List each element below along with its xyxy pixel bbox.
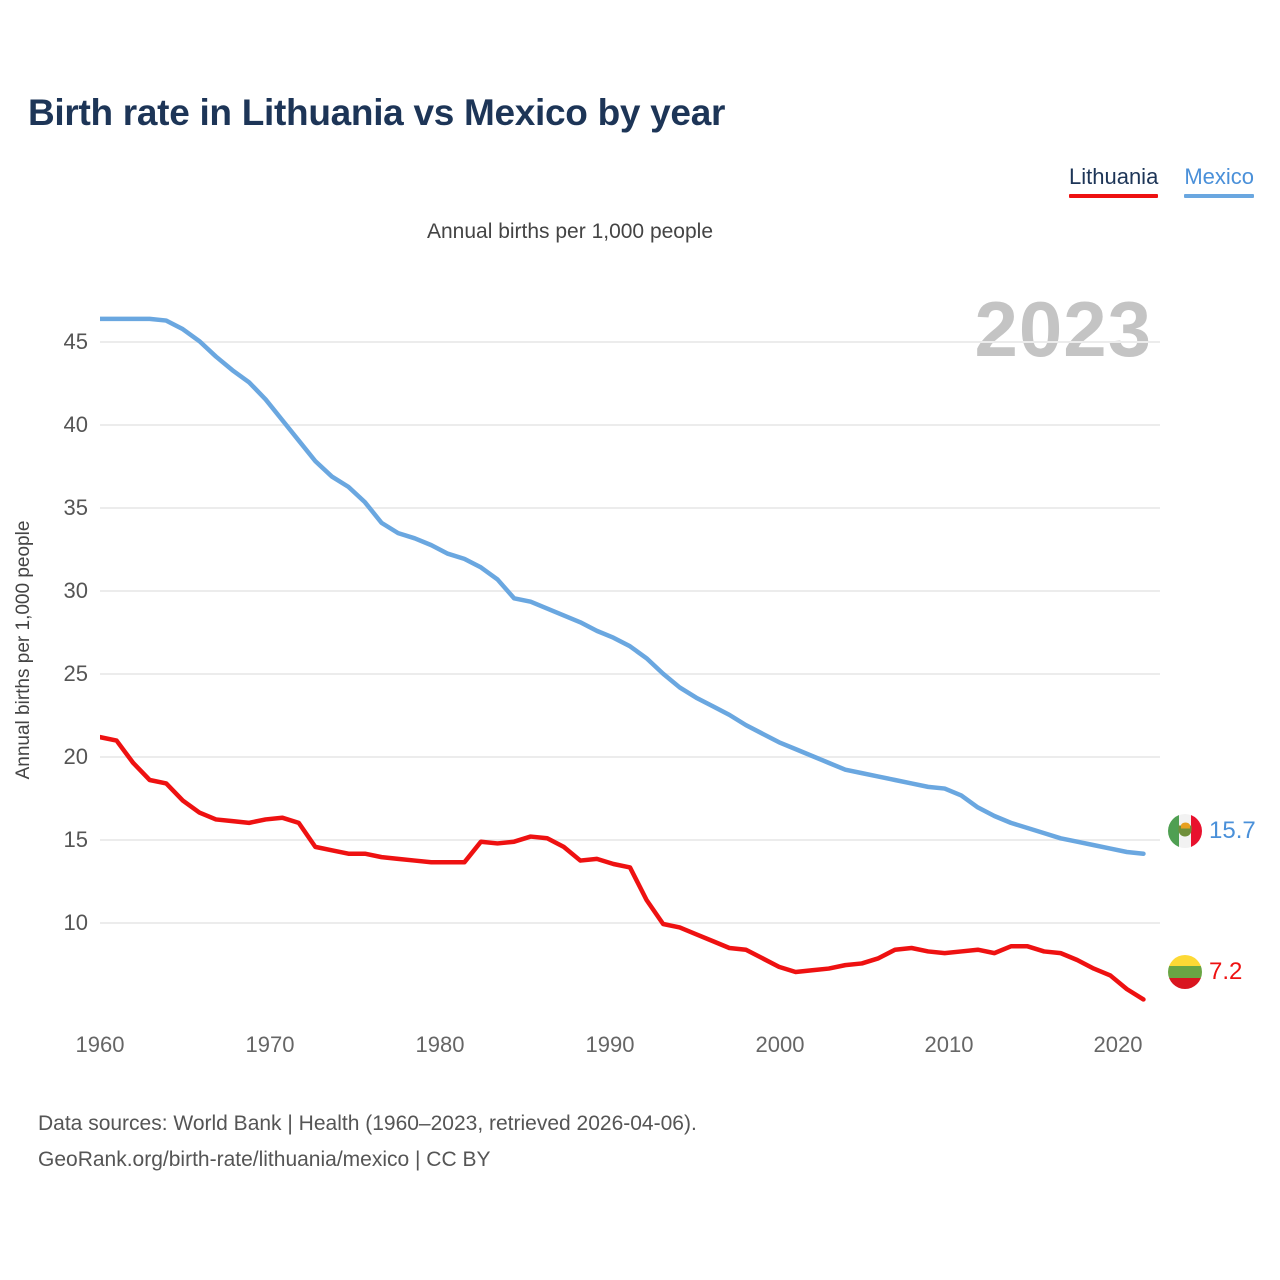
legend-item-mexico-swatch [1184, 194, 1254, 198]
y-tick-label-20: 20 [63, 744, 88, 769]
y-tick-label-35: 35 [63, 495, 88, 520]
x-tick-label-2010: 2010 [924, 1032, 974, 1057]
y-tick-label-10: 10 [63, 910, 88, 935]
end-value-lithuania: 7.2 [1209, 958, 1243, 985]
end-marker-mexico[interactable]: 15.7 [1168, 814, 1256, 848]
legend-item-mexico-label: Mexico [1184, 164, 1254, 189]
flag-lithuania-icon [1168, 955, 1202, 989]
series-line-mexico [100, 316, 1146, 856]
legend: Lithuania Mexico [1069, 164, 1254, 198]
year-watermark: 2023 [974, 285, 1152, 373]
x-tick-label-2020: 2020 [1093, 1032, 1143, 1057]
footer: Data sources: World Bank | Health (1960–… [38, 1106, 697, 1178]
page-title: Birth rate in Lithuania vs Mexico by yea… [28, 92, 726, 133]
y-tick-label-45: 45 [63, 329, 88, 354]
flag-mexico-icon [1168, 814, 1202, 848]
y-axis-title: Annual births per 1,000 people [13, 520, 34, 780]
plot-area [100, 300, 1160, 1020]
x-tick-label-1970: 1970 [245, 1032, 295, 1057]
plot-svg [100, 316, 1160, 1002]
x-tick-label-1960: 1960 [75, 1032, 125, 1057]
chart-subtitle: Annual births per 1,000 people [426, 220, 714, 243]
end-marker-lithuania[interactable]: 7.2 [1168, 955, 1242, 989]
legend-item-lithuania-label: Lithuania [1069, 164, 1159, 189]
y-tick-label-25: 25 [63, 661, 88, 686]
footer-line-attribution: GeoRank.org/birth-rate/lithuania/mexico … [38, 1148, 491, 1171]
y-tick-label-40: 40 [63, 412, 88, 437]
gridlines [100, 341, 1160, 924]
x-tick-label-1980: 1980 [415, 1032, 465, 1057]
series-line-lithuania [100, 734, 1146, 1002]
end-value-mexico: 15.7 [1209, 817, 1256, 844]
legend-item-mexico[interactable]: Mexico [1184, 164, 1254, 198]
footer-line-sources: Data sources: World Bank | Health (1960–… [38, 1112, 697, 1135]
legend-item-lithuania-swatch [1069, 194, 1159, 198]
y-tick-label-30: 30 [63, 578, 88, 603]
y-tick-label-15: 15 [63, 827, 88, 852]
x-tick-label-1990: 1990 [585, 1032, 635, 1057]
x-tick-label-2000: 2000 [755, 1032, 805, 1057]
legend-item-lithuania[interactable]: Lithuania [1069, 164, 1159, 198]
